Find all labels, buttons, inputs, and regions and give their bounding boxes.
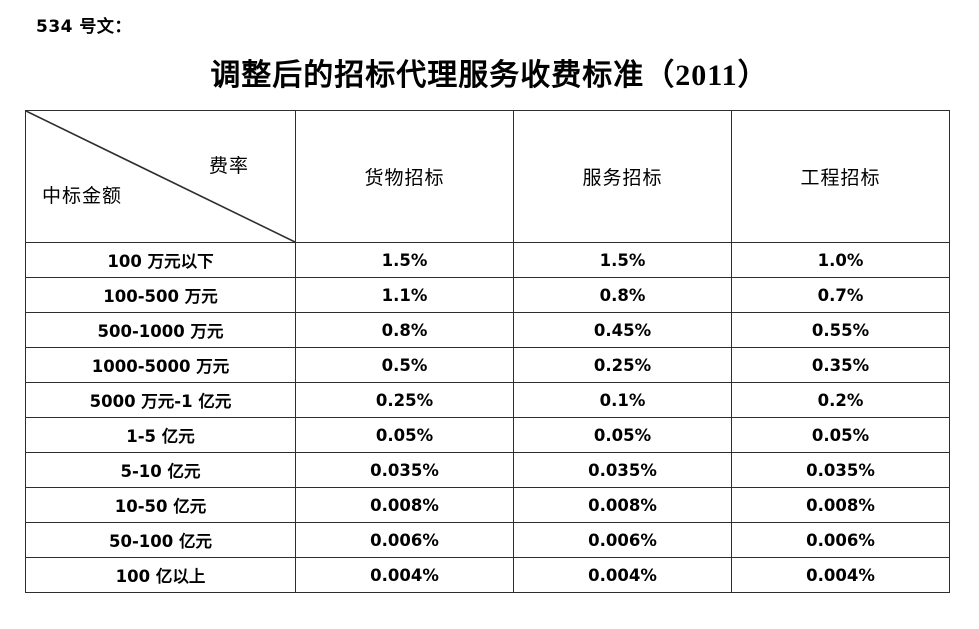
fee-value-cell: 0.8%: [295, 312, 514, 348]
row-label: 500-1000 万元: [25, 312, 296, 348]
corner-label-bid-amount: 中标金额: [42, 186, 123, 207]
table-row: 1000-5000 万元 0.5% 0.25% 0.35%: [25, 347, 950, 383]
fee-value-cell: 0.05%: [731, 417, 950, 453]
fee-value-cell: 0.45%: [513, 312, 732, 348]
fee-value-cell: 0.7%: [731, 277, 950, 313]
row-label: 5-10 亿元: [25, 452, 296, 488]
fee-value-cell: 0.035%: [295, 452, 514, 488]
page-title: 调整后的招标代理服务收费标准（2011）: [210, 59, 769, 92]
table-row: 5-10 亿元 0.035% 0.035% 0.035%: [25, 452, 950, 488]
table-header-row: 费率 中标金额 货物招标 服务招标 工程招标: [25, 110, 950, 243]
fee-value-cell: 0.55%: [731, 312, 950, 348]
column-header-goods: 货物招标: [295, 110, 514, 243]
corner-header-cell: 费率 中标金额: [25, 110, 296, 243]
row-label: 5000 万元-1 亿元: [25, 382, 296, 418]
diagonal-divider-line: [26, 111, 295, 242]
table-row: 50-100 亿元 0.006% 0.006% 0.006%: [25, 522, 950, 558]
fee-value-cell: 0.006%: [513, 522, 732, 558]
fee-value-cell: 0.5%: [295, 347, 514, 383]
fee-value-cell: 0.006%: [295, 522, 514, 558]
fee-value-cell: 0.004%: [513, 557, 732, 593]
table-row: 100 亿以上 0.004% 0.004% 0.004%: [25, 557, 950, 593]
fee-value-cell: 0.05%: [513, 417, 732, 453]
table-row: 500-1000 万元 0.8% 0.45% 0.55%: [25, 312, 950, 348]
table-row: 1-5 亿元 0.05% 0.05% 0.05%: [25, 417, 950, 453]
fee-value-cell: 0.25%: [513, 347, 732, 383]
fee-value-cell: 0.8%: [513, 277, 732, 313]
fee-value-cell: 0.008%: [295, 487, 514, 523]
row-label: 10-50 亿元: [25, 487, 296, 523]
corner-label-rate: 费率: [208, 156, 249, 177]
column-header-services: 服务招标: [513, 110, 732, 243]
fee-value-cell: 0.006%: [731, 522, 950, 558]
fee-value-cell: 0.35%: [731, 347, 950, 383]
fee-value-cell: 1.0%: [731, 242, 950, 278]
fee-value-cell: 0.035%: [513, 452, 732, 488]
fee-value-cell: 0.2%: [731, 382, 950, 418]
fee-standard-table: 费率 中标金额 货物招标 服务招标 工程招标 100 万元以下 1.5% 1.5…: [25, 110, 950, 593]
doc-number-label: 534 号文：: [36, 17, 132, 37]
table-row: 100 万元以下 1.5% 1.5% 1.0%: [25, 242, 950, 278]
fee-value-cell: 0.008%: [513, 487, 732, 523]
row-label: 1000-5000 万元: [25, 347, 296, 383]
row-label: 100 亿以上: [25, 557, 296, 593]
row-label: 1-5 亿元: [25, 417, 296, 453]
row-label: 100-500 万元: [25, 277, 296, 313]
table-row: 5000 万元-1 亿元 0.25% 0.1% 0.2%: [25, 382, 950, 418]
fee-value-cell: 0.035%: [731, 452, 950, 488]
column-header-engineering: 工程招标: [731, 110, 950, 243]
row-label: 50-100 亿元: [25, 522, 296, 558]
fee-value-cell: 0.004%: [295, 557, 514, 593]
table-row: 10-50 亿元 0.008% 0.008% 0.008%: [25, 487, 950, 523]
fee-value-cell: 0.004%: [731, 557, 950, 593]
fee-value-cell: 1.1%: [295, 277, 514, 313]
table-row: 100-500 万元 1.1% 0.8% 0.7%: [25, 277, 950, 313]
row-label: 100 万元以下: [25, 242, 296, 278]
fee-value-cell: 0.1%: [513, 382, 732, 418]
fee-value-cell: 0.25%: [295, 382, 514, 418]
fee-value-cell: 0.008%: [731, 487, 950, 523]
fee-value-cell: 0.05%: [295, 417, 514, 453]
fee-value-cell: 1.5%: [295, 242, 514, 278]
fee-value-cell: 1.5%: [513, 242, 732, 278]
